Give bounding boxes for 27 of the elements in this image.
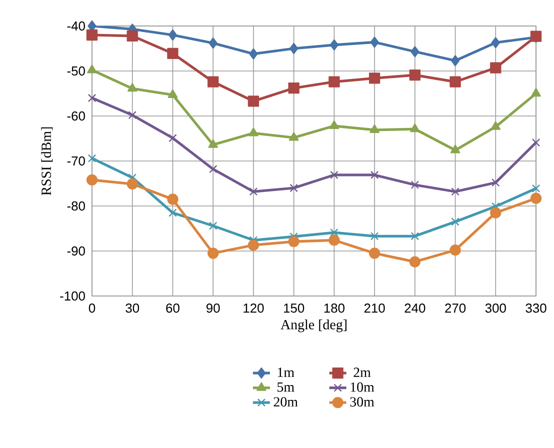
x-tick-label: 30 xyxy=(126,304,140,313)
x-tick-label: 180 xyxy=(324,304,344,313)
x-tick-label: 300 xyxy=(485,304,506,313)
y-tick-label: -40 xyxy=(67,21,85,31)
legend-label: 2m xyxy=(354,368,371,377)
x-tick-label: 0 xyxy=(88,304,96,313)
x-tick-label: 240 xyxy=(404,304,426,313)
y-axis-title: RSSI [dBm] xyxy=(41,127,53,196)
y-tick-label: -70 xyxy=(67,156,85,166)
y-tick-label: -90 xyxy=(67,246,85,256)
x-tick-label: 120 xyxy=(244,304,264,313)
x-tick-label: 150 xyxy=(284,304,304,313)
legend-label: 10m xyxy=(350,382,374,392)
x-tick-label: 90 xyxy=(206,304,220,313)
y-tick-label: -50 xyxy=(67,66,85,76)
x-tick-label: 330 xyxy=(526,304,546,313)
y-tick-label: -80 xyxy=(67,201,85,211)
legend-label: 20m xyxy=(274,397,298,407)
legend-label: 1m xyxy=(278,368,294,377)
x-tick-label: 210 xyxy=(364,304,385,313)
x-tick-label: 270 xyxy=(445,304,466,313)
legend-label: 5m xyxy=(278,382,294,392)
x-tick-label: 60 xyxy=(166,304,180,313)
y-tick-label: -60 xyxy=(67,111,85,121)
legend-label: 30m xyxy=(350,397,374,407)
x-axis-title: Angle [deg] xyxy=(280,320,346,332)
y-tick-label: -100 xyxy=(60,291,85,301)
